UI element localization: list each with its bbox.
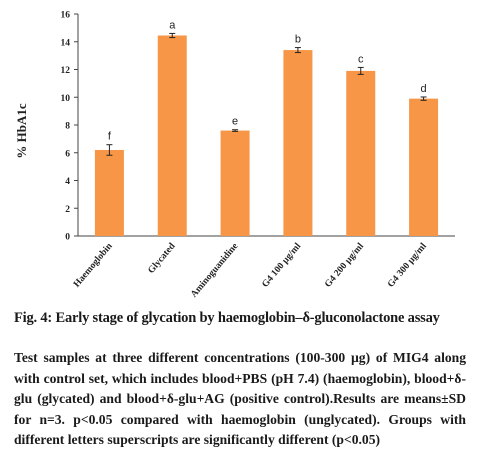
significance-letters: f a e b c d	[108, 19, 427, 142]
x-tick-label: Glycated	[146, 241, 178, 276]
x-tick-label: G4 200 µg/ml	[323, 241, 366, 289]
y-tick-label: 0	[65, 233, 70, 243]
y-tick-label: 8	[65, 122, 70, 132]
bar-chart: % HbA1c 0 2 4 6 8 10 12 14 16 f a e b c d Haemoglobin…	[14, 11, 455, 300]
x-tick-label: Haemoglobin	[72, 241, 115, 290]
y-tick-label: 12	[61, 66, 71, 76]
bar	[220, 130, 250, 236]
significance-letter: e	[232, 116, 238, 128]
y-tick-label: 2	[65, 205, 70, 215]
figure-caption-body: Test samples at three different concentr…	[14, 350, 466, 447]
significance-letter: f	[108, 131, 112, 143]
figure-caption-title: Fig. 4: Early stage of glycation by haem…	[14, 310, 440, 326]
y-axis-label: % HbA1c	[14, 103, 29, 158]
y-tick-label: 14	[61, 38, 71, 48]
significance-letter: d	[421, 83, 427, 95]
bar	[157, 35, 187, 236]
error-bars	[106, 32, 427, 156]
significance-letter: c	[358, 53, 364, 65]
bar	[346, 70, 376, 236]
y-ticks: 0 2 4 6 8 10 12 14 16	[61, 11, 78, 243]
y-tick-label: 16	[61, 11, 71, 21]
x-tick-label: Aminoguanidine	[189, 242, 240, 300]
y-tick-label: 10	[61, 94, 71, 104]
bar	[94, 149, 124, 236]
bars	[94, 35, 439, 237]
bar	[409, 98, 439, 236]
x-tick-labels: Haemoglobin Glycated Aminoguanidine G4 100 …	[72, 241, 429, 300]
x-tick-label: G4 100 µg/ml	[260, 241, 303, 289]
y-tick-label: 4	[65, 177, 70, 187]
y-tick-label: 6	[65, 149, 70, 159]
x-tick-label: G4 300 µg/ml	[386, 241, 429, 289]
bar	[283, 50, 313, 237]
significance-letter: a	[169, 19, 176, 31]
significance-letter: b	[295, 34, 301, 46]
